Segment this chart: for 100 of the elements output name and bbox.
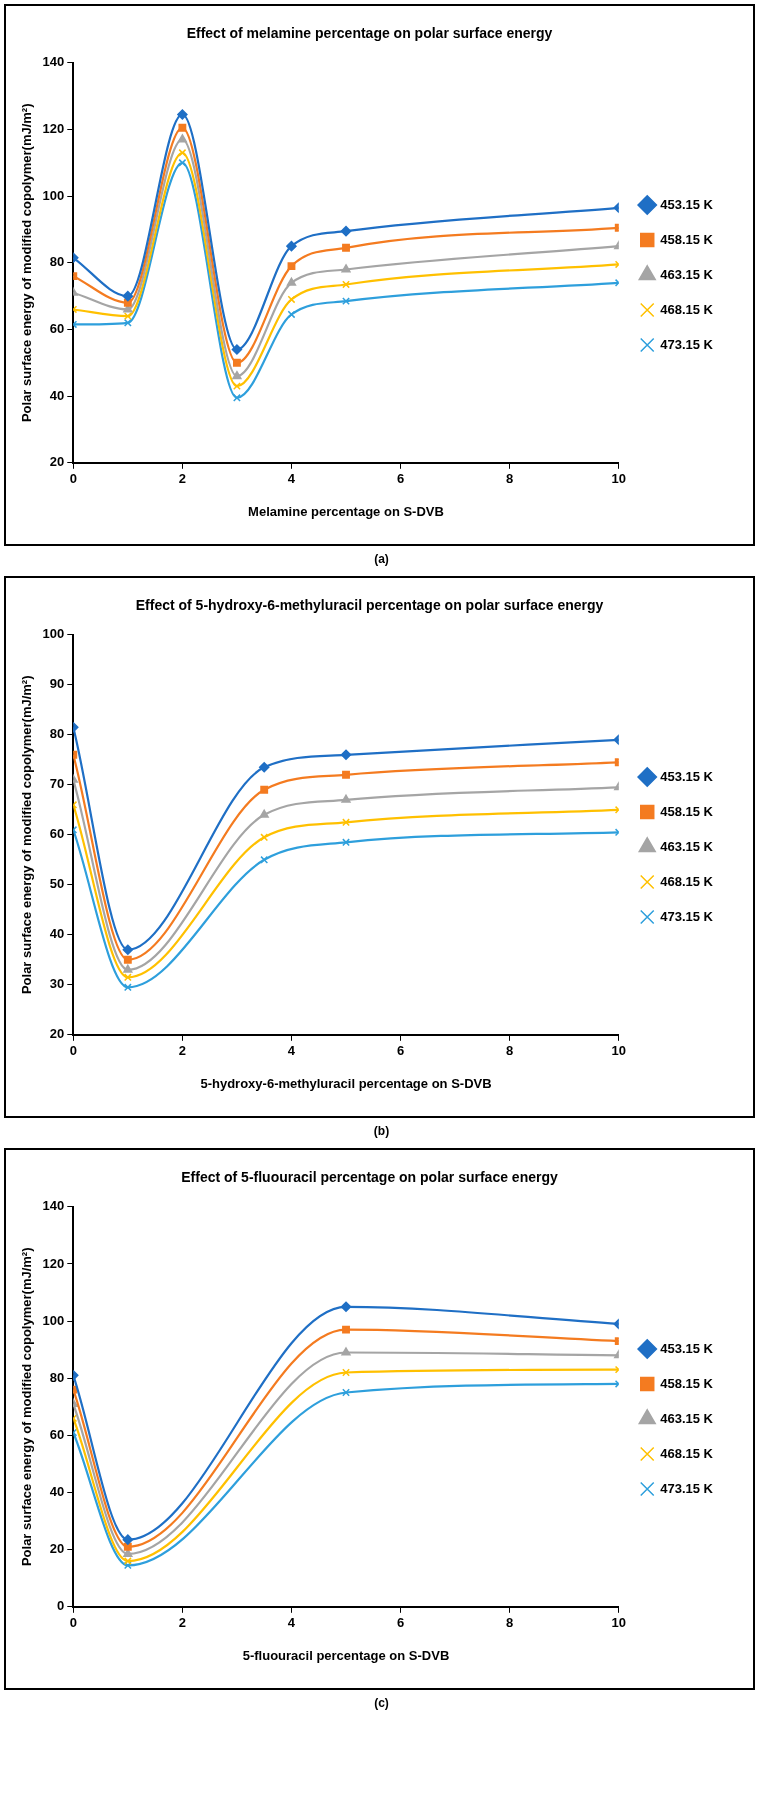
y-axis-title: Polar surface energy of modified copolymer(mJ/m²): [19, 675, 35, 995]
point: [232, 358, 241, 367]
point: [342, 1368, 350, 1377]
x-axis-title: 5-hydroxy-6-methyluracil percentage on S-DVB: [200, 1075, 492, 1091]
point: [123, 983, 132, 992]
point: [342, 1325, 350, 1334]
point: [123, 973, 132, 982]
point: [232, 370, 242, 380]
point: [232, 382, 241, 391]
x-tick-label: 6: [396, 1615, 405, 1631]
x-tick-label: 0: [69, 1043, 77, 1059]
legend-label: 463.15 K: [660, 1410, 714, 1426]
point: [342, 818, 350, 827]
x-tick-label: 2: [178, 1043, 186, 1059]
y-tick-label: 30: [49, 976, 65, 992]
y-tick-label: 60: [49, 826, 65, 842]
x-tick-label: 8: [506, 1615, 514, 1631]
point: [177, 109, 188, 120]
point: [287, 295, 296, 304]
legend-label: 453.15 K: [660, 1340, 714, 1356]
x-tick-label: 2: [178, 471, 186, 487]
point: [260, 833, 269, 842]
point: [342, 280, 350, 289]
y-tick-label: 40: [49, 1484, 65, 1500]
point: [342, 770, 350, 779]
point: [340, 749, 352, 761]
point: [122, 290, 134, 302]
y-axis-title: Polar surface energy of modified copolymer(mJ/m²): [19, 1247, 35, 1567]
x-tick-label: 8: [506, 471, 514, 487]
y-tick-label: 70: [49, 776, 65, 792]
y-tick-label: 140: [42, 1198, 65, 1214]
y-tick-label: 50: [49, 876, 65, 892]
point: [286, 240, 297, 252]
point: [342, 838, 350, 847]
y-tick-label: 80: [49, 1369, 65, 1385]
legend-label: 458.15 K: [660, 231, 714, 247]
legend-label: 473.15 K: [660, 1480, 714, 1496]
point: [287, 262, 296, 271]
y-tick-label: 100: [42, 626, 65, 642]
chart-title: Effect of 5-hydroxy-6-methyluracil percentage on polar surface energy: [135, 597, 604, 614]
y-tick-label: 140: [42, 54, 65, 70]
point: [340, 225, 352, 237]
point: [286, 277, 297, 286]
y-tick-label: 40: [49, 926, 65, 942]
x-tick-label: 10: [611, 1615, 626, 1631]
y-tick-label: 40: [49, 387, 65, 403]
legend-label: 453.15 K: [660, 768, 714, 784]
point: [287, 310, 296, 319]
legend-label: 473.15 K: [660, 336, 714, 352]
point: [178, 148, 187, 157]
point: [260, 785, 269, 794]
x-tick-label: 10: [611, 471, 626, 487]
y-tick-label: 20: [49, 454, 65, 470]
y-tick-label: 100: [42, 187, 65, 203]
point: [342, 243, 350, 252]
x-axis-title: 5-fluouracil percentage on S-DVB: [242, 1647, 450, 1663]
x-axis-title: Melamine percentage on S-DVB: [248, 503, 444, 519]
x-tick-label: 0: [69, 1615, 77, 1631]
point: [123, 298, 132, 307]
legend-label: 463.15 K: [660, 266, 714, 282]
y-tick-label: 0: [57, 1598, 65, 1614]
legend-label: 458.15 K: [660, 1375, 714, 1391]
point: [258, 762, 270, 773]
point: [122, 944, 134, 956]
y-tick-label: 80: [49, 726, 65, 742]
y-tick-label: 80: [49, 254, 65, 270]
point: [341, 264, 351, 273]
legend-label: 468.15 K: [660, 1445, 714, 1461]
point: [123, 312, 132, 321]
point: [123, 318, 132, 327]
y-tick-label: 60: [49, 321, 65, 337]
point: [260, 855, 269, 864]
legend-label: 463.15 K: [660, 838, 714, 854]
y-tick-label: 60: [49, 1426, 65, 1442]
legend-label: 453.15 K: [660, 196, 714, 212]
chart-title: Effect of melamine percentage on polar surface energy: [186, 25, 553, 42]
x-tick-label: 6: [396, 1043, 405, 1059]
point: [342, 1388, 350, 1397]
text: (c): [373, 1695, 390, 1712]
point: [259, 809, 269, 818]
legend-label: 458.15 K: [660, 803, 714, 819]
x-tick-label: 4: [287, 471, 296, 487]
y-tick-label: 20: [49, 1026, 65, 1042]
point: [231, 344, 243, 355]
y-tick-label: 120: [42, 121, 65, 137]
legend-label: 468.15 K: [660, 301, 714, 317]
legend-label: 473.15 K: [660, 908, 714, 924]
x-tick-label: 2: [178, 1615, 186, 1631]
text: (b): [372, 1123, 391, 1140]
legend-label: 468.15 K: [660, 873, 714, 889]
y-tick-label: 120: [42, 1255, 65, 1271]
y-tick-label: 20: [49, 1541, 65, 1557]
point: [178, 123, 187, 132]
x-tick-label: 0: [69, 471, 77, 487]
point: [123, 964, 133, 973]
y-tick-label: 100: [42, 1312, 65, 1328]
y-axis-title: Polar surface energy of modified copolymer(mJ/m²): [19, 103, 35, 423]
y-tick-label: 90: [49, 676, 65, 692]
point: [341, 794, 351, 803]
x-tick-label: 10: [611, 1043, 626, 1059]
